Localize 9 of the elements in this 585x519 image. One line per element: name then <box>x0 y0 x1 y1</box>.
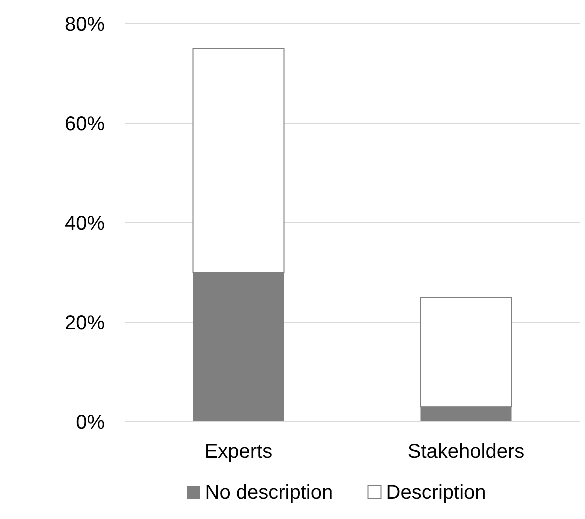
y-tick-label: 80% <box>64 14 106 36</box>
y-tick-label: 0% <box>76 412 106 434</box>
y-tick-label: 40% <box>64 213 106 235</box>
legend-label: No description <box>205 482 334 504</box>
x-tick-label: Stakeholders <box>408 441 525 463</box>
x-tick-label: Experts <box>204 441 273 463</box>
y-tick-label: 60% <box>64 114 106 136</box>
legend-label: Description <box>386 482 486 504</box>
y-tick-label: 20% <box>64 312 106 334</box>
